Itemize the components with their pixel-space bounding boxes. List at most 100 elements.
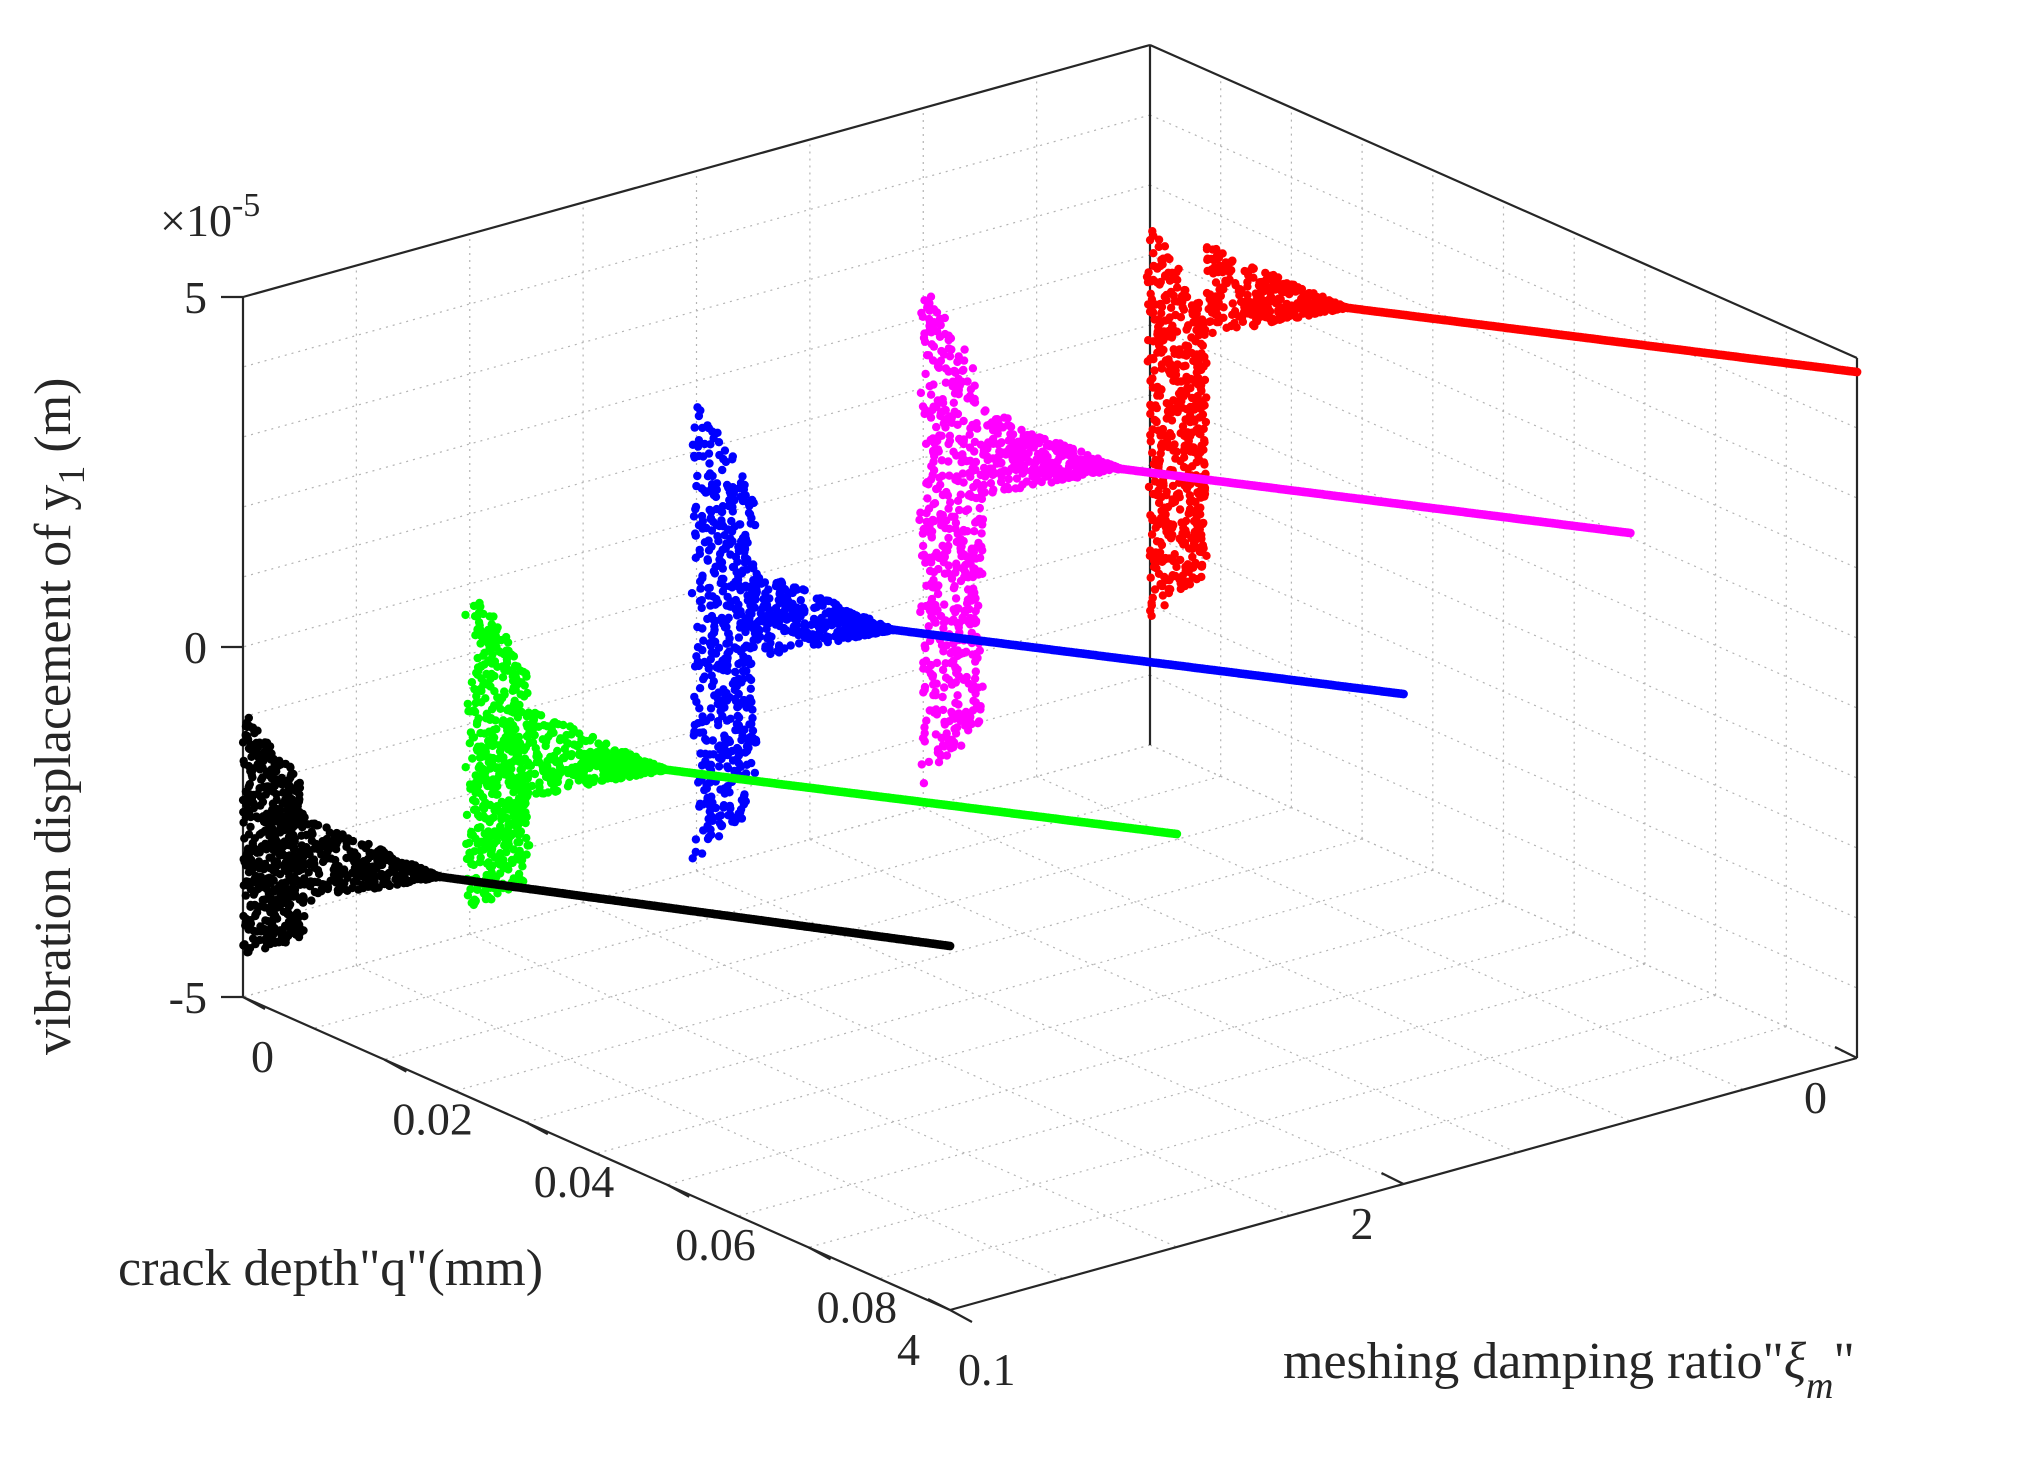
data-point — [1035, 466, 1044, 475]
data-point — [730, 643, 739, 652]
data-point — [1147, 611, 1156, 620]
data-point — [739, 546, 748, 556]
data-point — [532, 752, 541, 761]
data-point — [461, 763, 470, 772]
data-point — [1183, 375, 1192, 384]
data-point — [267, 874, 276, 883]
data-point — [495, 747, 505, 756]
data-point — [726, 550, 735, 559]
data-point — [274, 839, 283, 849]
data-point — [1158, 424, 1168, 434]
data-point — [932, 548, 941, 557]
data-point — [962, 647, 971, 656]
data-point — [986, 479, 996, 488]
data-point — [611, 753, 621, 762]
data-point — [481, 768, 490, 777]
data-point — [556, 763, 565, 773]
data-point — [255, 765, 265, 774]
data-point — [938, 692, 947, 702]
data-point — [733, 725, 743, 734]
data-point — [487, 705, 497, 714]
data-point — [513, 852, 522, 861]
data-point — [276, 822, 286, 831]
data-point — [707, 792, 716, 801]
data-point — [981, 470, 990, 480]
data-point — [1162, 491, 1171, 500]
data-point — [1285, 290, 1294, 299]
data-point — [522, 833, 531, 843]
data-point — [466, 830, 476, 839]
data-point — [935, 749, 945, 759]
data-point — [1254, 281, 1264, 290]
data-point — [470, 898, 479, 907]
data-point — [993, 440, 1003, 449]
data-point — [1190, 405, 1199, 414]
data-point — [1148, 593, 1158, 602]
data-point — [474, 714, 483, 723]
data-point — [949, 398, 958, 407]
data-point — [1166, 303, 1176, 312]
data-point — [1005, 444, 1014, 453]
data-point — [951, 678, 960, 687]
data-point — [462, 839, 471, 849]
data-point — [688, 854, 697, 863]
data-point — [1164, 585, 1173, 594]
data-point — [1243, 268, 1252, 277]
data-point — [489, 725, 499, 735]
data-point — [687, 589, 697, 598]
data-point — [250, 888, 259, 897]
data-point — [923, 494, 932, 503]
data-point — [838, 629, 847, 638]
data-point — [741, 581, 750, 590]
data-point — [522, 850, 531, 859]
data-point — [703, 556, 713, 565]
data-point — [967, 544, 977, 553]
data-point — [1312, 292, 1322, 302]
data-point — [517, 807, 526, 816]
data-point — [752, 589, 761, 598]
data-point — [1165, 554, 1174, 563]
y-tick — [242, 996, 266, 1010]
data-point — [731, 595, 740, 605]
data-point — [736, 492, 746, 501]
data-point — [745, 608, 754, 617]
data-point — [929, 342, 939, 351]
data-point — [490, 687, 499, 696]
data-point — [953, 409, 963, 419]
data-point — [463, 699, 472, 709]
data-point — [970, 564, 979, 573]
data-point — [258, 895, 267, 905]
data-point — [516, 765, 525, 774]
data-point — [689, 512, 699, 521]
data-point — [941, 423, 950, 432]
data-point — [967, 492, 976, 501]
data-point — [247, 752, 256, 761]
data-point — [956, 716, 965, 725]
data-point — [1305, 300, 1315, 309]
data-point — [605, 773, 615, 782]
data-point — [1207, 308, 1217, 317]
data-point — [927, 527, 937, 536]
data-point — [1178, 571, 1188, 580]
data-point — [940, 600, 949, 609]
data-point — [938, 541, 947, 550]
data-point — [1065, 445, 1075, 454]
data-point — [563, 782, 573, 791]
data-point — [715, 450, 724, 460]
data-point — [963, 573, 973, 582]
data-point — [969, 696, 978, 705]
data-point — [796, 596, 805, 605]
data-point — [489, 813, 498, 822]
data-point — [947, 707, 956, 717]
data-point — [497, 829, 506, 838]
data-point — [734, 751, 744, 760]
data-point — [613, 764, 623, 773]
data-point — [549, 772, 558, 781]
data-point — [967, 720, 976, 729]
data-point — [1148, 383, 1158, 392]
data-point — [1228, 299, 1238, 308]
data-point — [1160, 292, 1170, 301]
data-point — [920, 723, 929, 732]
data-point — [288, 915, 298, 924]
data-point — [933, 484, 942, 493]
